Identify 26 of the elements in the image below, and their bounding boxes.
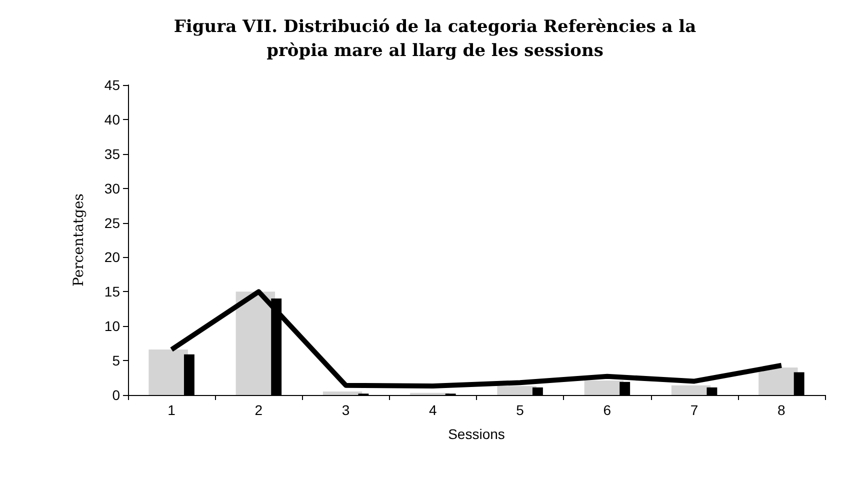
y-tick-label: 25 [104,214,120,231]
bar [584,380,624,395]
y-tick-label: 0 [112,387,120,403]
y-axis-title: Percentatges [71,194,87,286]
y-tick-label: 20 [104,249,120,266]
x-tick-label: 3 [342,402,350,418]
x-tick-label: 8 [778,402,786,418]
x-tick-label: 2 [254,402,263,418]
x-tick-label: 4 [429,402,438,418]
y-tick-label: 35 [104,146,120,162]
x-tick-label: 5 [516,402,524,418]
y-tick-label: 15 [104,284,120,300]
x-tick-label: 7 [690,402,698,418]
y-tick-label: 5 [112,352,120,369]
x-tick-label: 1 [168,402,176,418]
y-tick-label: 40 [104,111,120,128]
bar [497,386,536,395]
x-axis-title: Sessions [448,426,505,442]
bar [322,392,362,395]
x-tick-label: 6 [603,402,612,418]
bar [671,385,711,395]
y-tick-label: 45 [104,77,120,93]
y-tick-label: 30 [104,180,120,196]
bar [148,350,188,395]
chart-title: Figura VII. Distribució de la categoria Referències a la pròpia mare al llarg de les sessions [174,17,696,61]
y-tick-label: 10 [104,318,120,334]
